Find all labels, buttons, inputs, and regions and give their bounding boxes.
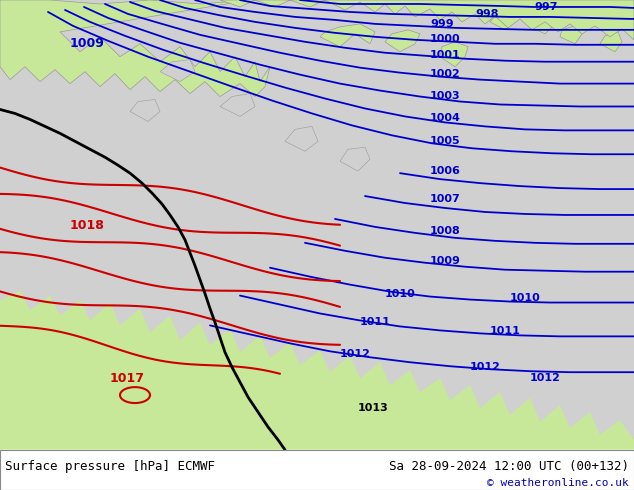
Text: 1017: 1017 [110,372,145,385]
Polygon shape [440,42,468,67]
Text: 1010: 1010 [385,289,416,298]
Polygon shape [320,24,375,47]
Text: 1001: 1001 [430,49,461,60]
Text: 1007: 1007 [430,194,461,204]
Text: 1012: 1012 [530,373,561,383]
Text: 999: 999 [430,19,453,29]
Text: 1005: 1005 [430,136,461,147]
Text: 1018: 1018 [70,220,105,232]
Text: 1012: 1012 [470,362,501,372]
Polygon shape [340,147,370,171]
Text: 1009: 1009 [70,37,105,50]
Text: Sa 28-09-2024 12:00 UTC (00+132): Sa 28-09-2024 12:00 UTC (00+132) [389,460,629,473]
Text: 1012: 1012 [340,349,371,359]
Text: 1011: 1011 [490,326,521,337]
Polygon shape [130,99,160,122]
Text: 1009: 1009 [430,256,461,266]
Text: 1013: 1013 [358,403,389,413]
Text: 1004: 1004 [430,113,461,123]
Polygon shape [385,30,420,52]
Polygon shape [220,0,634,40]
Text: 997: 997 [534,2,557,12]
Text: © weatheronline.co.uk: © weatheronline.co.uk [488,478,629,488]
Polygon shape [220,94,255,117]
Text: Surface pressure [hPa] ECMWF: Surface pressure [hPa] ECMWF [5,460,215,473]
Text: 1008: 1008 [430,226,461,236]
Polygon shape [490,14,515,30]
Polygon shape [530,16,555,34]
Polygon shape [0,0,270,97]
Text: 1011: 1011 [360,318,391,327]
Text: 1006: 1006 [430,166,461,176]
Text: 1010: 1010 [510,293,541,302]
Text: 1000: 1000 [430,34,461,44]
Polygon shape [285,126,318,151]
Polygon shape [560,26,582,44]
Polygon shape [0,0,634,440]
Text: 998: 998 [475,9,498,19]
Polygon shape [600,32,622,52]
Polygon shape [0,0,634,450]
Text: 1002: 1002 [430,69,461,78]
Text: 1003: 1003 [430,91,461,100]
Polygon shape [160,60,195,82]
